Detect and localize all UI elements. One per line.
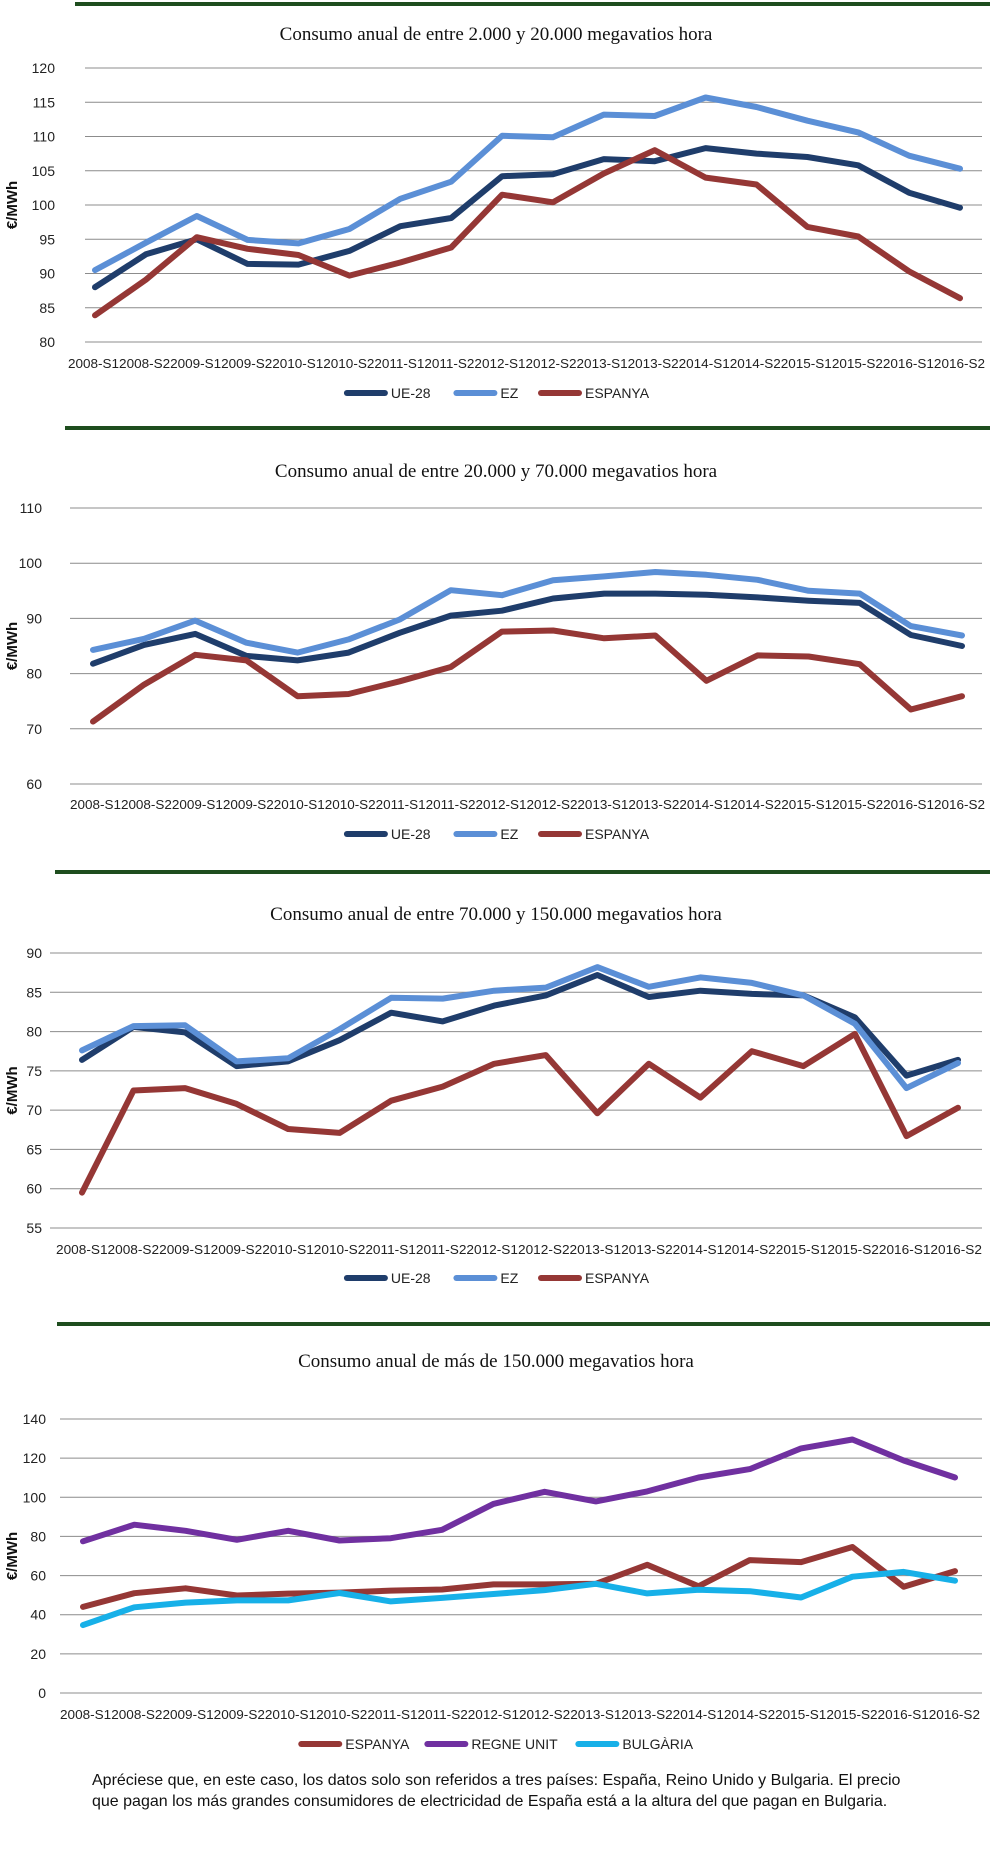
series-line-espanya	[79, 1030, 961, 1196]
y-tick-label: 80	[26, 1024, 42, 1040]
legend-item-ez: EZ	[453, 385, 519, 401]
y-tick-label: 100	[32, 197, 56, 213]
chart-panel-4: Consumo anual de más de 150.000 megavati…	[0, 1312, 993, 1767]
chart-panel-2: Consumo anual de entre 20.000 y 70.000 m…	[0, 422, 993, 867]
chart-panel-3: Consumo anual de entre 70.000 y 150.000 …	[0, 867, 993, 1312]
chart-title: Consumo anual de más de 150.000 megavati…	[298, 1351, 694, 1372]
y-axis-label: €/MWh	[4, 622, 21, 670]
legend-label: EZ	[500, 826, 518, 842]
legend-item-ue-28: UE-28	[343, 385, 431, 401]
legend-label: ESPANYA	[585, 1270, 650, 1286]
y-tick-label: 70	[26, 721, 42, 737]
series-line-bulg-ria	[80, 1568, 958, 1629]
chart-panel-1: Consumo anual de entre 2.000 y 20.000 me…	[0, 0, 993, 420]
panel-separator	[75, 2, 990, 6]
panel-separator	[55, 870, 990, 874]
y-axis-label: €/MWh	[4, 181, 21, 229]
legend-item-ez: EZ	[453, 1270, 519, 1286]
y-tick-label: 60	[26, 776, 42, 792]
y-tick-label: 75	[26, 1063, 42, 1079]
y-tick-label: 110	[33, 129, 56, 145]
y-tick-label: 90	[26, 945, 42, 961]
chart-title: Consumo anual de entre 70.000 y 150.000 …	[270, 904, 722, 925]
x-tick-labels: 2008-S12008-S22009-S12009-S22010-S12010-…	[56, 1242, 982, 1257]
chart-title: Consumo anual de entre 20.000 y 70.000 m…	[275, 461, 718, 482]
y-tick-label: 70	[26, 1102, 42, 1118]
y-tick-label: 105	[32, 163, 56, 179]
y-tick-label: 65	[26, 1141, 42, 1157]
y-tick-label: 60	[26, 1181, 42, 1197]
series-line-espanya	[80, 1544, 958, 1610]
y-tick-label: 55	[26, 1220, 42, 1236]
y-tick-label: 95	[39, 231, 55, 247]
chart-title: Consumo anual de entre 2.000 y 20.000 me…	[280, 24, 713, 45]
legend-item-espanya: ESPANYA	[538, 826, 650, 842]
line-chart-4: Consumo anual de más de 150.000 megavati…	[4, 1322, 990, 1752]
series-line-ez	[79, 964, 961, 1092]
series-line-regne-unit	[80, 1436, 958, 1545]
y-tick-label: 0	[38, 1685, 46, 1701]
x-tick-labels: 2008-S12008-S22009-S12009-S22010-S12010-…	[60, 1707, 980, 1722]
series-line-espanya	[90, 627, 965, 725]
y-axis-label: €/MWh	[4, 1066, 21, 1114]
y-tick-label: 115	[33, 94, 56, 110]
legend-item-espanya: ESPANYA	[538, 385, 650, 401]
legend-label: UE-28	[391, 826, 431, 842]
legend-item-ue-28: UE-28	[343, 826, 431, 842]
y-tick-label: 110	[20, 500, 43, 516]
legend-label: EZ	[500, 385, 518, 401]
y-tick-label: 20	[30, 1646, 46, 1662]
series-line-ez	[92, 94, 963, 274]
legend-item-bulg-ria: BULGÀRIA	[575, 1736, 694, 1752]
panel-separator	[57, 1322, 990, 1326]
y-tick-label: 140	[23, 1411, 47, 1427]
line-chart-3: Consumo anual de entre 70.000 y 150.000 …	[4, 870, 990, 1286]
y-tick-label: 100	[19, 555, 43, 571]
legend-label: BULGÀRIA	[622, 1736, 693, 1752]
series-line-ue-28	[90, 590, 965, 667]
line-chart-2: Consumo anual de entre 20.000 y 70.000 m…	[4, 426, 990, 842]
legend-item-espanya: ESPANYA	[298, 1736, 410, 1752]
legend-label: ESPANYA	[585, 385, 650, 401]
panel-separator	[65, 426, 990, 430]
legend-item-ez: EZ	[453, 826, 519, 842]
y-tick-label: 100	[23, 1489, 47, 1505]
y-tick-label: 90	[26, 610, 42, 626]
legend-label: REGNE UNIT	[471, 1736, 558, 1752]
legend-label: ESPANYA	[585, 826, 650, 842]
footnote-text: Apréciese que, en este caso, los datos s…	[92, 1772, 901, 1810]
y-tick-label: 40	[30, 1607, 46, 1623]
series-line-ez	[90, 569, 965, 656]
legend-label: EZ	[500, 1270, 518, 1286]
y-tick-label: 85	[39, 300, 55, 316]
y-tick-label: 85	[26, 984, 42, 1000]
y-tick-label: 80	[30, 1528, 46, 1544]
x-tick-labels: 2008-S12008-S22009-S12009-S22010-S12010-…	[70, 797, 985, 812]
series-line-ue-28	[92, 145, 963, 291]
x-tick-labels: 2008-S12008-S22009-S12009-S22010-S12010-…	[68, 356, 985, 371]
line-chart-1: Consumo anual de entre 2.000 y 20.000 me…	[4, 2, 990, 401]
legend-label: UE-28	[391, 1270, 431, 1286]
y-tick-label: 120	[32, 60, 56, 76]
y-tick-label: 60	[30, 1568, 46, 1584]
y-tick-label: 90	[39, 266, 55, 282]
y-tick-label: 80	[26, 666, 42, 682]
legend-item-ue-28: UE-28	[343, 1270, 431, 1286]
y-axis-label: €/MWh	[4, 1532, 21, 1580]
y-tick-label: 80	[39, 334, 55, 350]
legend-item-regne-unit: REGNE UNIT	[424, 1736, 558, 1752]
legend-item-espanya: ESPANYA	[538, 1270, 650, 1286]
y-tick-label: 120	[23, 1450, 47, 1466]
legend-label: ESPANYA	[345, 1736, 410, 1752]
legend-label: UE-28	[391, 385, 431, 401]
series-line-espanya	[92, 147, 963, 319]
